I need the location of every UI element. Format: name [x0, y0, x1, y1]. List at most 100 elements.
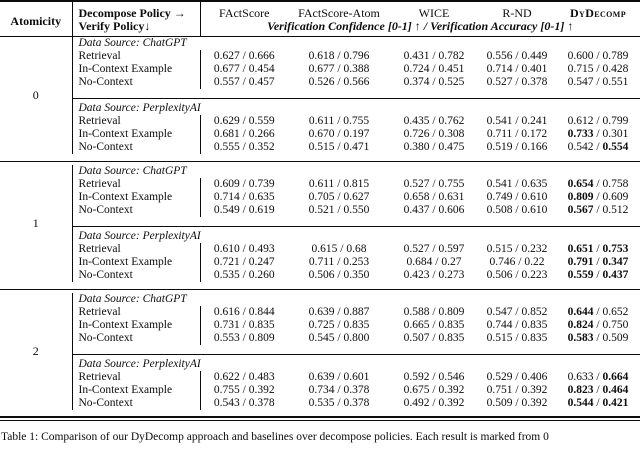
table-row: Retrieval 0.627 / 0.666 0.618 / 0.796 0.431… [0, 50, 640, 63]
metric-cell: 0.616 / 0.844 [200, 306, 288, 319]
accuracy-value: 0.559 [248, 115, 275, 127]
confidence-value: 0.515 [486, 332, 513, 344]
metric-cell: 0.711 / 0.253 [288, 256, 390, 269]
value-separator: / [515, 256, 525, 268]
confidence-value: 0.549 [213, 204, 240, 216]
verify-policy-label: Retrieval [72, 306, 201, 319]
confidence-value: 0.665 [403, 319, 430, 331]
confidence-value: 0.733 [567, 128, 594, 140]
accuracy-value: 0.554 [602, 141, 629, 153]
value-separator: / [429, 243, 439, 255]
metric-cell: 0.627 / 0.666 [200, 50, 288, 63]
value-separator: / [593, 128, 603, 140]
metric-cell: 0.751 / 0.392 [478, 384, 556, 397]
table-row: In-Context Example 0.677 / 0.454 0.677 / 0… [0, 63, 640, 76]
value-separator: / [429, 128, 439, 140]
accuracy-value: 0.835 [343, 319, 370, 331]
value-separator: / [593, 269, 603, 281]
table-row: No-Context 0.553 / 0.809 0.545 / 0.800 0.50… [0, 332, 640, 345]
value-separator: / [512, 50, 522, 62]
metric-cell: 0.611 / 0.815 [288, 178, 390, 191]
table-row: In-Context Example 0.731 / 0.835 0.725 / 0… [0, 319, 640, 332]
confidence-value: 0.431 [403, 50, 430, 62]
metric-cell: 0.529 / 0.406 [478, 371, 556, 384]
value-separator: / [512, 332, 522, 344]
accuracy-value: 0.750 [602, 319, 629, 331]
confidence-value: 0.714 [213, 191, 240, 203]
verify-policy-label: In-Context Example [72, 191, 201, 204]
value-separator: / [334, 397, 344, 409]
metric-cell: 0.374 / 0.525 [390, 76, 478, 89]
value-separator: / [512, 204, 522, 216]
accuracy-value: 0.471 [343, 141, 370, 153]
confidence-value: 0.611 [308, 115, 335, 127]
group-separator-rule [0, 282, 640, 293]
confidence-value: 0.725 [308, 319, 335, 331]
metric-cell: 0.711 / 0.172 [478, 128, 556, 141]
confidence-value: 0.557 [213, 76, 240, 88]
table-row: In-Context Example 0.714 / 0.635 0.705 / 0… [0, 191, 640, 204]
confidence-value: 0.544 [567, 397, 594, 409]
accuracy-value: 0.844 [248, 306, 275, 318]
metric-cell: 0.567 / 0.512 [556, 204, 640, 217]
block-separator-rule [72, 345, 640, 358]
column-header-dydecomp: DyDecomp [569, 6, 627, 20]
accuracy-value: 0.449 [521, 50, 548, 62]
accuracy-value: 0.273 [438, 269, 465, 281]
table-row: Retrieval 0.609 / 0.739 0.611 / 0.815 0.527… [0, 178, 640, 191]
accuracy-value: 0.464 [602, 384, 629, 396]
accuracy-value: 0.809 [438, 306, 465, 318]
value-separator: / [593, 319, 603, 331]
confidence-value: 0.543 [213, 397, 240, 409]
metric-cell: 0.555 / 0.352 [200, 141, 288, 154]
metric-cell: 0.549 / 0.619 [200, 204, 288, 217]
value-separator: / [512, 384, 522, 396]
accuracy-value: 0.550 [343, 204, 370, 216]
accuracy-value: 0.401 [521, 63, 548, 75]
value-separator: / [429, 191, 439, 203]
verify-policy-label: Retrieval [72, 243, 201, 256]
metric-cell: 0.515 / 0.471 [288, 141, 390, 154]
confidence-value: 0.553 [213, 332, 240, 344]
verify-policy-header: Verify Policy↓ [72, 20, 201, 37]
accuracy-value: 0.301 [602, 128, 629, 140]
confidence-value: 0.555 [213, 141, 240, 153]
confidence-value: 0.615 [311, 243, 338, 255]
confidence-value: 0.380 [403, 141, 430, 153]
table-row: No-Context 0.557 / 0.457 0.526 / 0.566 0.37… [0, 76, 640, 89]
confidence-value: 0.506 [486, 269, 513, 281]
accuracy-value: 0.546 [438, 371, 465, 383]
confidence-value: 0.521 [308, 204, 335, 216]
accuracy-value: 0.512 [602, 204, 629, 216]
confidence-value: 0.658 [403, 191, 430, 203]
group-separator-row [0, 282, 640, 293]
metric-cell: 0.547 / 0.551 [556, 76, 640, 89]
value-separator: / [334, 191, 344, 203]
block-separator-row [0, 89, 640, 102]
confidence-value: 0.639 [308, 306, 335, 318]
metric-cell: 0.541 / 0.241 [478, 115, 556, 128]
confidence-value: 0.677 [213, 63, 240, 75]
metric-cell: 0.535 / 0.378 [288, 397, 390, 410]
confidence-value: 0.684 [406, 256, 433, 268]
data-source-row: 2 Data Source: ChatGPT [0, 293, 640, 410]
accuracy-value: 0.241 [521, 115, 548, 127]
confidence-value: 0.547 [567, 76, 594, 88]
table-row: No-Context 0.549 / 0.619 0.521 / 0.550 0.43… [0, 204, 640, 217]
value-separator: / [429, 397, 439, 409]
confidence-value: 0.809 [567, 191, 594, 203]
accuracy-value: 0.350 [343, 269, 370, 281]
confidence-value: 0.507 [403, 332, 430, 344]
verify-policy-label: In-Context Example [72, 128, 201, 141]
metric-cell: 0.724 / 0.451 [390, 63, 478, 76]
verify-policy-label: In-Context Example [72, 319, 201, 332]
confidence-value: 0.526 [308, 76, 335, 88]
value-separator: / [334, 76, 344, 88]
confidence-value: 0.823 [567, 384, 594, 396]
confidence-value: 0.734 [308, 384, 335, 396]
confidence-value: 0.670 [308, 128, 335, 140]
value-separator: / [512, 115, 522, 127]
confidence-value: 0.654 [567, 178, 594, 190]
accuracy-value: 0.247 [248, 256, 275, 268]
confidence-value: 0.556 [486, 50, 513, 62]
